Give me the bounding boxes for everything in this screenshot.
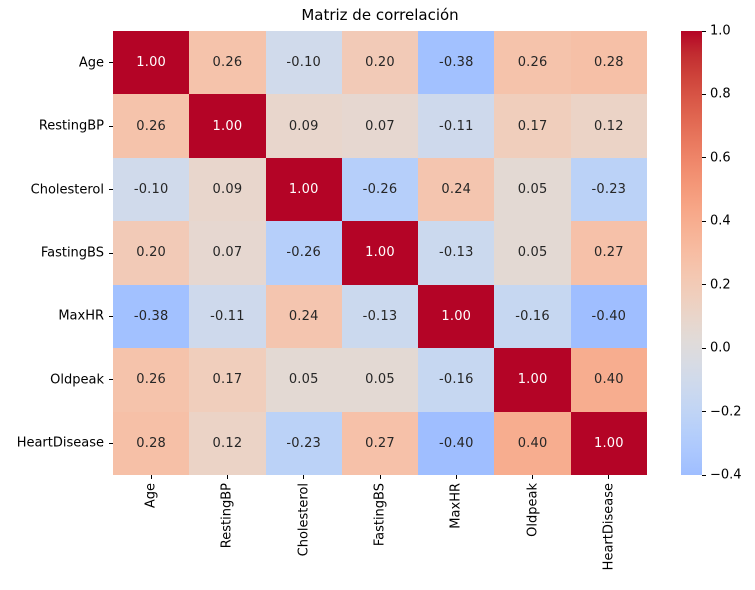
heatmap-cell-MaxHR-Age: -0.38 xyxy=(113,284,190,349)
y-tick-label: FastingBS xyxy=(40,245,104,261)
heatmap-cell-Oldpeak-Age: 0.26 xyxy=(113,348,190,412)
colorbar-gradient xyxy=(681,31,702,475)
colorbar-tick-mark xyxy=(702,30,706,32)
x-tick-label: HeartDisease xyxy=(601,483,617,571)
y-tick-label: HeartDisease xyxy=(16,435,104,451)
heatmap-cell-HeartDisease-FastingBS: 0.27 xyxy=(341,411,419,475)
x-tick-mark xyxy=(608,475,610,479)
y-tick-mark xyxy=(109,442,113,444)
heatmap-cell-MaxHR-RestingBP: -0.11 xyxy=(189,284,266,349)
heatmap-cell-HeartDisease-RestingBP: 0.12 xyxy=(189,411,266,475)
colorbar-tick-label: −0.2 xyxy=(710,404,742,420)
colorbar-tick-mark xyxy=(702,93,706,95)
y-axis-labels: Age RestingBP Cholesterol FastingBS MaxHR Old… xyxy=(0,0,104,480)
y-tick-label: Oldpeak xyxy=(50,372,104,388)
colorbar-tick-label: 1.0 xyxy=(710,23,731,39)
heatmap-cell-MaxHR-MaxHR: 1.00 xyxy=(418,284,495,349)
heatmap-cell-RestingBP-RestingBP: 1.00 xyxy=(189,94,266,158)
heatmap-cell-FastingBS-Cholesterol: -0.26 xyxy=(265,221,342,285)
heatmap-cell-HeartDisease-Cholesterol: -0.23 xyxy=(265,411,342,475)
heatmap-cell-MaxHR-FastingBS: -0.13 xyxy=(341,284,419,349)
heatmap-cell-Cholesterol-RestingBP: 0.09 xyxy=(189,157,266,222)
heatmap-cell-RestingBP-Cholesterol: 0.09 xyxy=(265,94,342,158)
heatmap-cell-Cholesterol-Oldpeak: 0.05 xyxy=(494,157,571,222)
x-tick-label: FastingBS xyxy=(372,483,388,547)
heatmap-cell-Age-Age: 1.00 xyxy=(113,31,190,95)
heatmap-cell-HeartDisease-Age: 0.28 xyxy=(113,411,190,475)
heatmap-cell-Oldpeak-RestingBP: 0.17 xyxy=(189,348,266,412)
heatmap-cell-FastingBS-MaxHR: -0.13 xyxy=(418,221,495,285)
heatmap-cell-RestingBP-MaxHR: -0.11 xyxy=(418,94,495,158)
heatmap-cell-FastingBS-RestingBP: 0.07 xyxy=(189,221,266,285)
heatmap-cell-Cholesterol-Cholesterol: 1.00 xyxy=(265,157,342,222)
heatmap-cell-Age-Oldpeak: 0.26 xyxy=(494,31,571,95)
heatmap-cell-Cholesterol-Age: -0.10 xyxy=(113,157,190,222)
x-tick-label: Oldpeak xyxy=(525,483,541,537)
heatmap-cell-Oldpeak-MaxHR: -0.16 xyxy=(418,348,495,412)
colorbar-tick-label: 0.6 xyxy=(710,150,731,166)
colorbar-tick-mark xyxy=(702,474,706,476)
colorbar-tick-mark xyxy=(702,220,706,222)
x-tick-mark xyxy=(150,475,152,479)
x-tick-mark xyxy=(532,475,534,479)
x-tick-label: MaxHR xyxy=(448,483,464,529)
colorbar-tick-label: −0.4 xyxy=(710,467,742,483)
heatmap-cell-Age-Cholesterol: -0.10 xyxy=(265,31,342,95)
y-tick-mark xyxy=(109,189,113,191)
y-tick-label: Cholesterol xyxy=(30,182,104,198)
heatmap-cell-Cholesterol-HeartDisease: -0.23 xyxy=(570,157,647,222)
heatmap-cell-Oldpeak-Cholesterol: 0.05 xyxy=(265,348,342,412)
heatmap-cell-HeartDisease-HeartDisease: 1.00 xyxy=(570,411,647,475)
heatmap-cell-HeartDisease-MaxHR: -0.40 xyxy=(418,411,495,475)
colorbar-tick-label: 0.2 xyxy=(710,277,731,293)
heatmap-cell-Cholesterol-FastingBS: -0.26 xyxy=(341,157,419,222)
colorbar-tick-mark xyxy=(702,347,706,349)
x-tick-mark xyxy=(226,475,228,479)
colorbar-tick-label: 0.4 xyxy=(710,213,731,229)
x-tick-mark xyxy=(303,475,305,479)
heatmap-cell-Oldpeak-Oldpeak: 1.00 xyxy=(494,348,571,412)
y-tick-label: RestingBP xyxy=(38,118,104,134)
heatmap-cell-Age-FastingBS: 0.20 xyxy=(341,31,419,95)
heatmap-cell-Age-HeartDisease: 0.28 xyxy=(570,31,647,95)
colorbar-tick-mark xyxy=(702,411,706,413)
y-tick-mark xyxy=(109,62,113,64)
heatmap-cell-RestingBP-FastingBS: 0.07 xyxy=(341,94,419,158)
y-tick-mark xyxy=(109,379,113,381)
x-tick-label: Age xyxy=(143,483,159,509)
heatmap-cell-MaxHR-Cholesterol: 0.24 xyxy=(265,284,342,349)
y-tick-mark xyxy=(109,252,113,254)
x-tick-mark xyxy=(455,475,457,479)
y-tick-label: MaxHR xyxy=(58,308,104,324)
heatmap-cell-MaxHR-Oldpeak: -0.16 xyxy=(494,284,571,349)
x-tick-mark xyxy=(379,475,381,479)
heatmap-cell-FastingBS-Age: 0.20 xyxy=(113,221,190,285)
heatmap-cell-RestingBP-HeartDisease: 0.12 xyxy=(570,94,647,158)
chart-title: Matriz de correlación xyxy=(301,6,459,24)
heatmap-grid: 1.00 0.26 -0.10 0.20 -0.38 0.26 0.28 0.26 1.00 0.… xyxy=(113,31,647,475)
heatmap-cell-HeartDisease-Oldpeak: 0.40 xyxy=(494,411,571,475)
colorbar-tick-label: 0.0 xyxy=(710,340,731,356)
colorbar-tick-mark xyxy=(702,284,706,286)
colorbar-tick-label: 0.8 xyxy=(710,86,731,102)
x-tick-label: Cholesterol xyxy=(296,483,312,557)
heatmap-cell-RestingBP-Oldpeak: 0.17 xyxy=(494,94,571,158)
heatmap-cell-RestingBP-Age: 0.26 xyxy=(113,94,190,158)
heatmap-cell-Oldpeak-HeartDisease: 0.40 xyxy=(570,348,647,412)
x-tick-label: RestingBP xyxy=(219,483,235,549)
heatmap-cell-Cholesterol-MaxHR: 0.24 xyxy=(418,157,495,222)
y-tick-label: Age xyxy=(78,55,104,71)
y-tick-mark xyxy=(109,125,113,127)
heatmap-cell-Age-MaxHR: -0.38 xyxy=(418,31,495,95)
heatmap-cell-FastingBS-Oldpeak: 0.05 xyxy=(494,221,571,285)
heatmap-cell-Age-RestingBP: 0.26 xyxy=(189,31,266,95)
heatmap-cell-MaxHR-HeartDisease: -0.40 xyxy=(570,284,647,349)
y-tick-mark xyxy=(109,315,113,317)
heatmap-cell-FastingBS-HeartDisease: 0.27 xyxy=(570,221,647,285)
colorbar-tick-mark xyxy=(702,157,706,159)
heatmap-cell-Oldpeak-FastingBS: 0.05 xyxy=(341,348,419,412)
heatmap-cell-FastingBS-FastingBS: 1.00 xyxy=(341,221,419,285)
